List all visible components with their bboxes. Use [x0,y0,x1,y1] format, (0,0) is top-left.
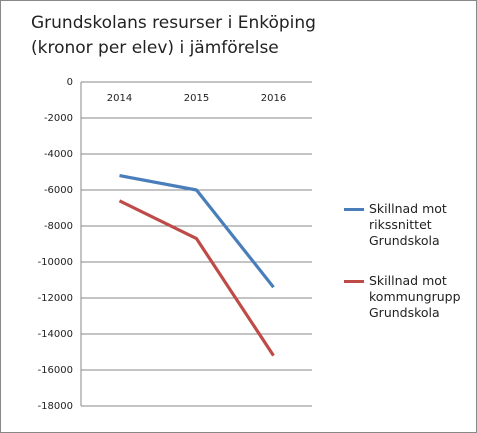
y-tick-label: -16000 [38,365,73,376]
y-tick-label: -8000 [44,221,73,232]
legend-label: Skillnad mot rikssnittet Grundskola [369,201,447,248]
x-tick-label: 2015 [184,93,209,104]
y-tick-label: -10000 [38,257,73,268]
y-tick-label: -4000 [44,149,73,160]
series-line [118,199,275,357]
y-tick-label: -12000 [38,293,73,304]
y-tick-label: -6000 [44,185,73,196]
legend-entry: Skillnad mot kommungrupp Grundskola [344,273,464,321]
legend-label: Skillnad mot kommungrupp Grundskola [369,273,461,320]
legend-key [344,208,364,211]
series-line [119,174,275,289]
x-tick-label: 2016 [261,93,286,104]
y-tick-label: -18000 [38,401,73,412]
y-tick-label: 0 [67,77,73,88]
y-tick-label: -14000 [38,329,73,340]
legend-key [344,280,364,283]
y-tick-label: -2000 [44,113,73,124]
chart-title: Grundskolans resurser i Enköping (kronor… [31,13,316,58]
x-tick-label: 2014 [107,93,132,104]
legend-entry: Skillnad mot rikssnittet Grundskola [344,201,464,249]
